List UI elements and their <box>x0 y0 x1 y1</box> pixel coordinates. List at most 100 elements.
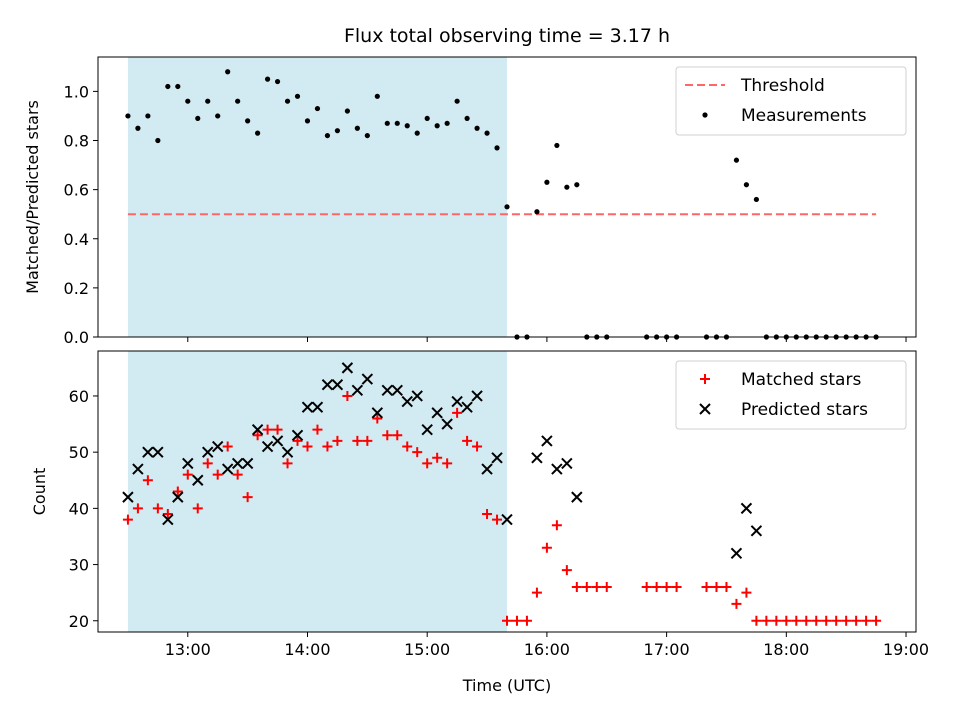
data-point <box>701 582 712 593</box>
data-point <box>544 179 550 185</box>
data-point <box>561 565 572 576</box>
data-point <box>753 196 759 203</box>
data-point <box>421 423 433 436</box>
data-point <box>391 384 403 397</box>
data-point <box>671 582 682 593</box>
data-point <box>851 615 862 626</box>
y-tick-label: 50 <box>69 443 89 462</box>
data-point <box>242 492 253 503</box>
data-point <box>304 118 311 124</box>
data-point <box>311 401 324 413</box>
data-point <box>172 486 183 497</box>
y-tick-label: 0.0 <box>64 328 89 347</box>
data-point <box>331 379 344 391</box>
data-point <box>215 113 221 119</box>
data-point <box>341 362 354 374</box>
data-point <box>392 430 403 441</box>
y-tick-label: 1.0 <box>64 82 89 101</box>
data-point <box>225 69 231 75</box>
data-point <box>761 615 772 626</box>
data-point <box>382 430 393 441</box>
data-point <box>401 395 413 408</box>
data-point <box>472 441 483 452</box>
x-tick-label: 13:00 <box>165 640 211 659</box>
data-point <box>471 390 483 402</box>
data-point <box>272 424 283 435</box>
data-point <box>491 452 503 464</box>
data-point <box>205 98 211 104</box>
data-point <box>261 440 274 453</box>
x-tick-label: 16:00 <box>524 640 570 659</box>
series-measurements <box>125 69 879 340</box>
data-point <box>750 525 763 537</box>
x-tick-label: 18:00 <box>763 640 809 659</box>
data-point <box>381 384 394 397</box>
x-tick-label: 17:00 <box>644 640 690 659</box>
data-point <box>482 508 493 519</box>
data-point <box>135 125 141 131</box>
shaded-span <box>127 57 508 337</box>
data-point <box>741 587 752 598</box>
data-point <box>281 446 294 458</box>
x-tick-label: 15:00 <box>404 640 450 659</box>
data-point <box>241 457 254 470</box>
data-point <box>232 469 243 480</box>
data-point <box>351 384 364 397</box>
data-point <box>541 542 552 553</box>
series-predicted-stars <box>122 362 763 560</box>
data-point <box>511 615 522 626</box>
data-point <box>431 407 443 419</box>
data-point <box>324 132 331 139</box>
data-point <box>282 458 293 469</box>
y-tick-label: 0.6 <box>64 181 89 200</box>
data-point <box>402 441 413 452</box>
data-point <box>334 128 341 134</box>
data-point <box>801 615 812 626</box>
data-point <box>494 145 500 151</box>
data-point <box>322 441 333 452</box>
data-point <box>571 582 582 593</box>
x-axis-label: Time (UTC) <box>462 676 551 695</box>
data-point <box>371 407 384 419</box>
data-point <box>195 115 201 122</box>
y-tick-label: 20 <box>69 612 89 631</box>
data-point <box>521 615 532 626</box>
data-point <box>551 463 563 475</box>
data-point <box>182 469 193 480</box>
data-point <box>212 469 223 480</box>
y-tick-label: 0.8 <box>64 132 89 151</box>
data-point <box>152 446 164 458</box>
data-point <box>252 430 263 441</box>
data-point <box>641 582 652 593</box>
data-point <box>791 615 802 626</box>
legend-swatch <box>700 374 710 384</box>
data-point <box>501 513 513 526</box>
y-tick-label: 60 <box>69 387 89 406</box>
data-point <box>651 582 662 593</box>
data-point <box>474 125 480 131</box>
series-matched-stars <box>122 390 882 626</box>
data-point <box>740 502 753 515</box>
data-point <box>601 582 612 593</box>
data-point <box>192 474 204 486</box>
data-point <box>291 429 304 442</box>
chart-title: Flux total observing time = 3.17 h <box>344 25 670 47</box>
data-point <box>125 113 131 119</box>
data-point <box>561 457 573 470</box>
data-point <box>142 475 153 486</box>
y-axis-label: Matched/Predicted stars <box>23 100 42 294</box>
data-point <box>122 514 133 525</box>
data-point <box>384 120 390 126</box>
data-point <box>571 491 583 503</box>
data-point <box>202 458 213 469</box>
data-point <box>711 582 722 593</box>
data-point <box>441 418 453 430</box>
data-point <box>294 93 301 99</box>
y-tick-label: 0.4 <box>64 230 89 249</box>
data-point <box>152 503 163 514</box>
shaded-span <box>127 351 508 632</box>
data-point <box>182 457 194 470</box>
data-point <box>302 441 313 452</box>
data-point <box>551 520 562 531</box>
